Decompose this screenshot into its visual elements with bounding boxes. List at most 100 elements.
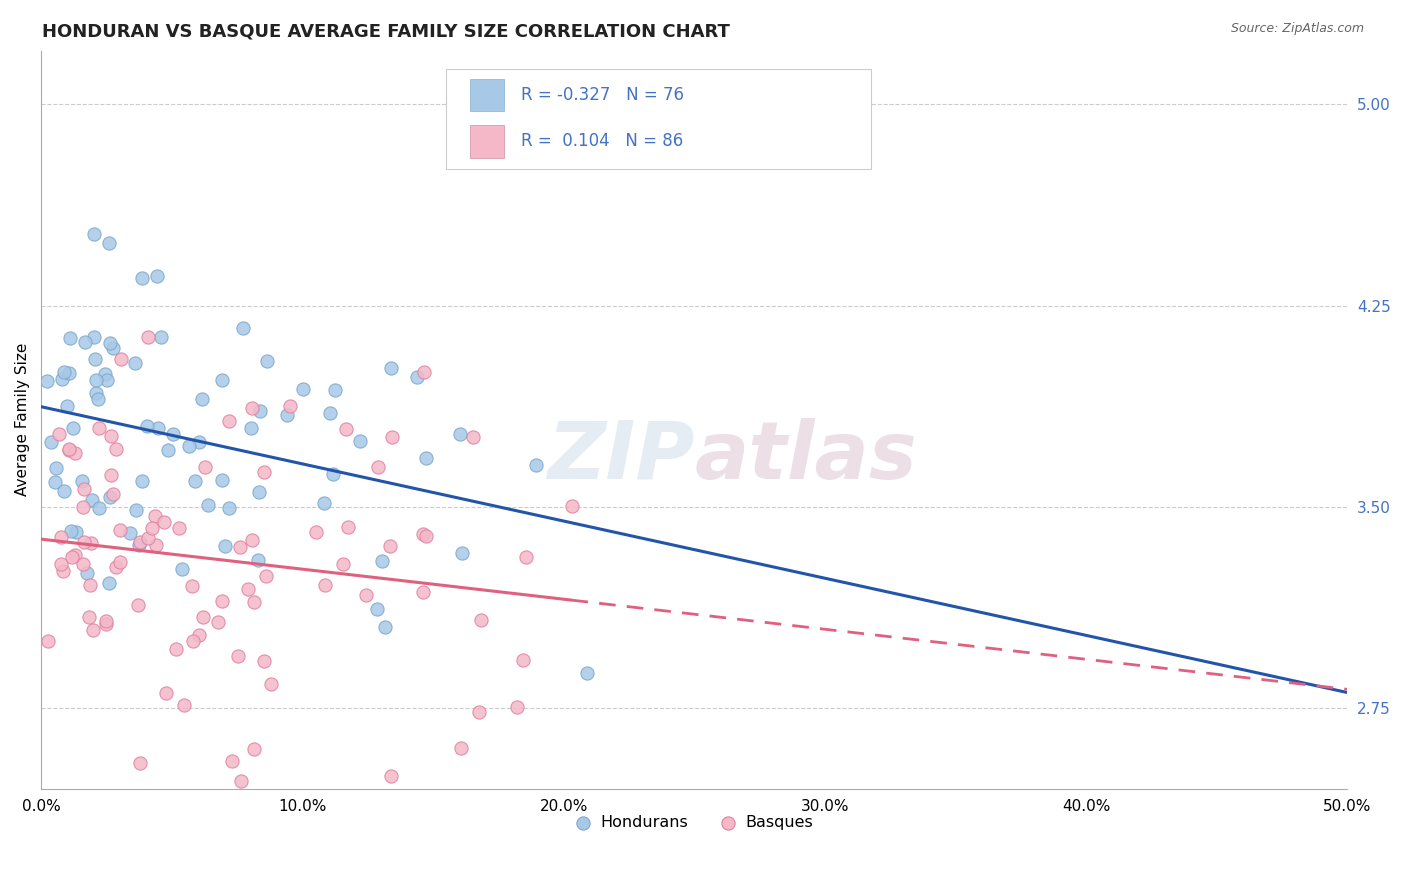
- Point: [79, 577, 101, 591]
- Point: [415, 450, 437, 465]
- Point: [254, 569, 277, 583]
- Point: [100, 467, 122, 482]
- Point: [247, 484, 270, 499]
- Point: [72, 474, 94, 488]
- Point: [291, 382, 314, 396]
- Point: [412, 585, 434, 599]
- Point: [49, 557, 72, 571]
- Point: [96, 614, 118, 628]
- Point: [450, 740, 472, 755]
- Point: [101, 487, 124, 501]
- Point: [524, 458, 547, 472]
- Point: [247, 553, 270, 567]
- Point: [187, 434, 209, 449]
- Point: [73, 335, 96, 350]
- Point: [278, 399, 301, 413]
- Point: [110, 351, 132, 366]
- Point: [87, 501, 110, 516]
- Point: [211, 473, 233, 487]
- Point: [314, 495, 336, 509]
- Y-axis label: Average Family Size: Average Family Size: [15, 343, 30, 497]
- Point: [415, 529, 437, 543]
- Point: [354, 588, 377, 602]
- Point: [253, 654, 276, 668]
- Point: [238, 582, 260, 597]
- Point: [83, 330, 105, 344]
- Point: [63, 446, 86, 460]
- Point: [380, 539, 402, 553]
- Point: [131, 474, 153, 488]
- Point: [124, 356, 146, 370]
- Point: [48, 426, 70, 441]
- Point: [39, 435, 62, 450]
- Point: [239, 421, 262, 435]
- Point: [468, 706, 491, 720]
- Point: [84, 386, 107, 401]
- Point: [506, 699, 529, 714]
- Point: [72, 557, 94, 571]
- Point: [100, 491, 122, 505]
- Point: [276, 408, 298, 422]
- Point: [52, 565, 75, 579]
- Point: [82, 623, 104, 637]
- Point: [73, 535, 96, 549]
- Point: [470, 613, 492, 627]
- Point: [191, 610, 214, 624]
- Point: [125, 503, 148, 517]
- Point: [45, 461, 67, 475]
- Point: [228, 541, 250, 555]
- Text: R =  0.104   N = 86: R = 0.104 N = 86: [520, 133, 683, 151]
- Point: [52, 365, 75, 379]
- Point: [232, 321, 254, 335]
- Point: [98, 335, 121, 350]
- Point: [451, 546, 474, 560]
- Point: [87, 392, 110, 406]
- Point: [143, 508, 166, 523]
- Point: [211, 594, 233, 608]
- Point: [77, 609, 100, 624]
- Point: [83, 227, 105, 241]
- Point: [86, 373, 108, 387]
- FancyBboxPatch shape: [470, 125, 503, 158]
- Point: [59, 331, 82, 345]
- Point: [218, 414, 240, 428]
- Point: [141, 521, 163, 535]
- Point: [305, 524, 328, 539]
- Point: [76, 566, 98, 580]
- Point: [332, 558, 354, 572]
- Point: [197, 498, 219, 512]
- Point: [243, 742, 266, 756]
- Point: [191, 392, 214, 407]
- Point: [136, 532, 159, 546]
- Point: [406, 370, 429, 384]
- Point: [127, 598, 149, 612]
- Text: Source: ZipAtlas.com: Source: ZipAtlas.com: [1230, 22, 1364, 36]
- Point: [105, 560, 128, 574]
- Point: [44, 475, 66, 489]
- Point: [136, 330, 159, 344]
- Point: [56, 399, 79, 413]
- Point: [249, 404, 271, 418]
- Point: [214, 539, 236, 553]
- Point: [367, 459, 389, 474]
- Point: [243, 595, 266, 609]
- Point: [53, 484, 76, 499]
- Point: [211, 373, 233, 387]
- Point: [60, 549, 83, 564]
- Point: [173, 698, 195, 713]
- Point: [207, 615, 229, 629]
- Point: [349, 434, 371, 448]
- Point: [108, 523, 131, 537]
- Point: [413, 365, 436, 379]
- Point: [135, 418, 157, 433]
- Point: [181, 634, 204, 648]
- Point: [146, 421, 169, 435]
- Point: [62, 421, 84, 435]
- FancyBboxPatch shape: [446, 70, 870, 169]
- Point: [515, 550, 537, 565]
- Legend: Hondurans, Basques: Hondurans, Basques: [568, 808, 820, 837]
- Point: [381, 430, 404, 444]
- Point: [380, 769, 402, 783]
- Point: [576, 665, 599, 680]
- Point: [177, 439, 200, 453]
